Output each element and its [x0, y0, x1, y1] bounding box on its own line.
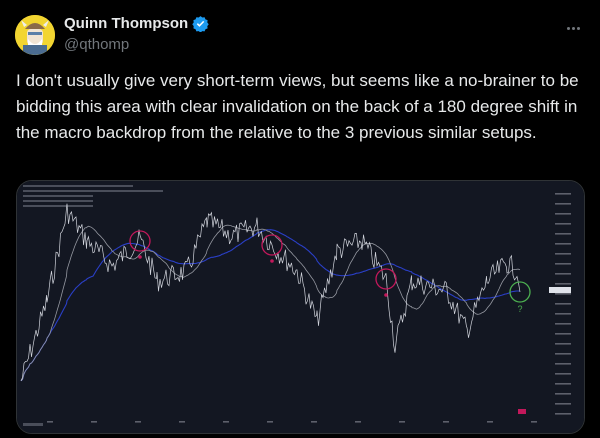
axis-tick-label: [555, 323, 571, 325]
axis-tick-label: [555, 313, 571, 315]
axis-tick-label: [555, 413, 571, 415]
time-tick-label: [267, 421, 273, 423]
time-tick-label: [531, 421, 537, 423]
time-tick-label: [487, 421, 493, 423]
time-tick-label: [355, 421, 361, 423]
chart-image: ?: [17, 181, 584, 433]
axis-tick-label: [555, 243, 571, 245]
author-handle[interactable]: @qthomp: [64, 36, 130, 53]
axis-tick-label: [555, 193, 571, 195]
time-tick-label: [91, 421, 97, 423]
time-tick-label: [223, 421, 229, 423]
price-line: [20, 203, 521, 381]
time-tick-label: [399, 421, 405, 423]
author-name-row: Quinn Thompson: [64, 15, 209, 32]
axis-tick-label: [555, 363, 571, 365]
axis-tick-label: [555, 333, 571, 335]
tweet-text: I don't usually give very short-term vie…: [16, 71, 579, 142]
axis-tick-label: [555, 213, 571, 215]
ma-slow-line: [20, 229, 521, 382]
author-name[interactable]: Quinn Thompson: [64, 15, 189, 32]
axis-tick-label: [555, 273, 571, 275]
axis-tick-label: [555, 353, 571, 355]
green-circle-marker: [509, 281, 531, 303]
axis-tick-label: [555, 293, 571, 295]
tradingview-logo: [23, 423, 43, 426]
axis-tick-label: [555, 223, 571, 225]
red-dot-marker: [270, 259, 274, 263]
axis-tick-label: [555, 283, 571, 285]
axis-tick-label: [555, 403, 571, 405]
time-tick-label: [311, 421, 317, 423]
red-dot-marker: [138, 255, 142, 259]
avatar[interactable]: [15, 15, 55, 55]
price-label: [549, 287, 571, 293]
verified-badge-icon: [192, 16, 209, 32]
time-tick-label: [135, 421, 141, 423]
red-circle-marker: [261, 234, 283, 256]
time-tick-label: [47, 421, 53, 423]
red-dot-marker: [384, 293, 388, 297]
question-annotation: ?: [517, 304, 522, 314]
axis-tick-label: [555, 253, 571, 255]
axis-tick-label: [555, 203, 571, 205]
axis-tick-label: [555, 233, 571, 235]
time-tick-label: [443, 421, 449, 423]
axis-tick-label: [555, 263, 571, 265]
axis-tick-label: [555, 383, 571, 385]
axis-tick-label: [555, 303, 571, 305]
more-horizontal-icon[interactable]: [563, 18, 583, 38]
chart-legend: [23, 185, 163, 207]
axis-tick-label: [555, 393, 571, 395]
red-circle-marker: [129, 230, 151, 252]
chart-background: [17, 181, 584, 433]
time-tick-label: [179, 421, 185, 423]
tweet-media-chart[interactable]: ?: [16, 180, 585, 434]
axis-tick-label: [555, 373, 571, 375]
avatar-image: [15, 15, 55, 55]
ma-fast-line: [20, 224, 521, 382]
price-axis: [47, 193, 571, 423]
axis-tick-label: [555, 343, 571, 345]
red-circle-marker: [375, 268, 397, 290]
event-badge: [518, 409, 526, 414]
